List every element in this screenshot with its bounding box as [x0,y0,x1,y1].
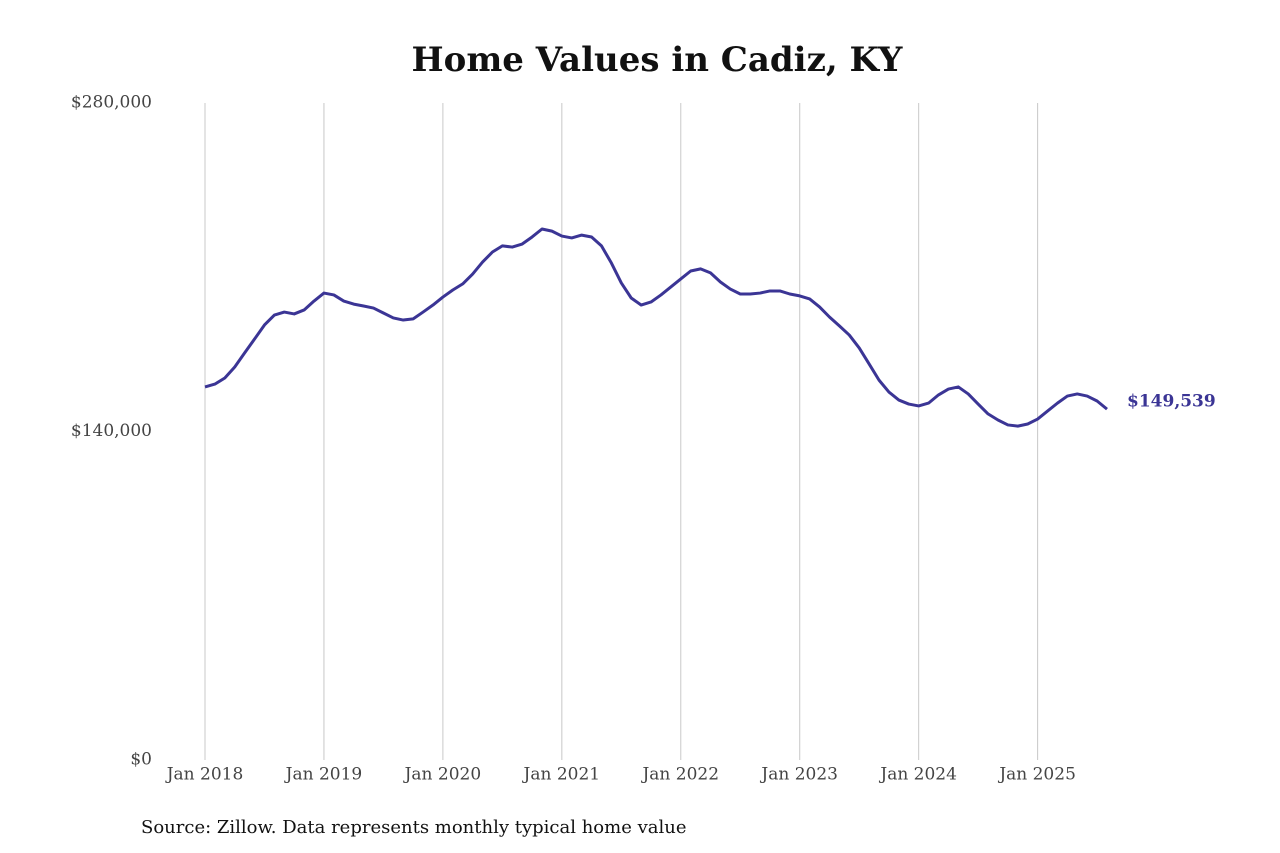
x-tick-label: Jan 2021 [522,765,601,785]
chart-title: Home Values in Cadiz, KY [412,40,904,80]
x-tick-label: Jan 2022 [640,765,719,785]
x-tick-label: Jan 2025 [997,765,1076,785]
x-tick-label: Jan 2018 [165,765,244,785]
y-tick-label: $0 [130,750,152,770]
y-tick-label: $280,000 [71,93,152,113]
x-tick-label: Jan 2020 [403,765,482,785]
x-tick-label: Jan 2019 [284,765,363,785]
source-note: Source: Zillow. Data represents monthly … [141,817,687,838]
end-value-label: $149,539 [1127,392,1216,412]
x-tick-label: Jan 2023 [759,765,838,785]
x-tick-label: Jan 2024 [878,765,957,785]
line-series [204,227,1108,428]
y-tick-label: $140,000 [71,421,152,441]
